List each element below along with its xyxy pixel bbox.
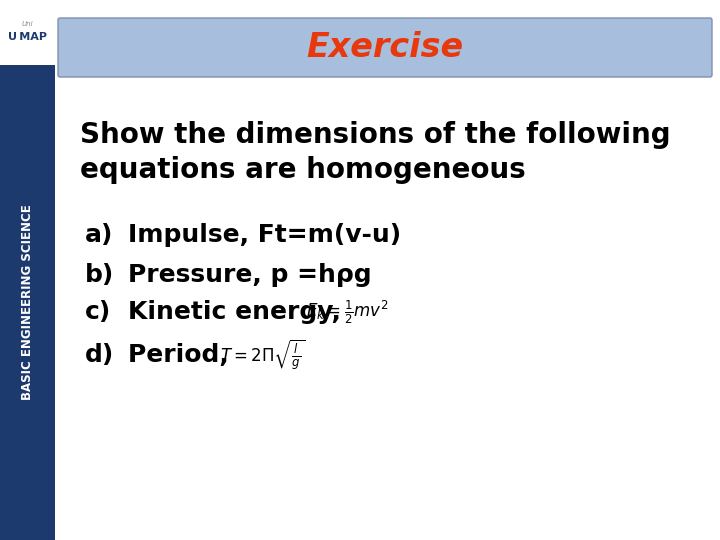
Text: Uni: Uni [22,22,33,28]
Text: Period,: Period, [128,343,246,367]
Text: d): d) [85,343,114,367]
Text: Impulse, Ft=m(v-u): Impulse, Ft=m(v-u) [128,223,401,247]
Text: a): a) [85,223,113,247]
Text: $E_k = \frac{1}{2}mv^2$: $E_k = \frac{1}{2}mv^2$ [306,298,389,326]
FancyBboxPatch shape [58,18,712,77]
Text: $T = 2\Pi\sqrt{\frac{l}{g}}$: $T = 2\Pi\sqrt{\frac{l}{g}}$ [220,338,305,372]
Text: Pressure, p =hρg: Pressure, p =hρg [128,263,372,287]
FancyBboxPatch shape [0,65,55,540]
FancyBboxPatch shape [0,0,55,65]
Text: equations are homogeneous: equations are homogeneous [80,156,526,184]
Text: Exercise: Exercise [307,31,464,64]
Text: U MAP: U MAP [8,32,47,43]
Text: Show the dimensions of the following: Show the dimensions of the following [80,121,670,149]
Text: Kinetic energy,: Kinetic energy, [128,300,359,324]
Text: BASIC ENGINEERING SCIENCE: BASIC ENGINEERING SCIENCE [21,205,34,400]
Text: b): b) [85,263,114,287]
Text: c): c) [85,300,112,324]
